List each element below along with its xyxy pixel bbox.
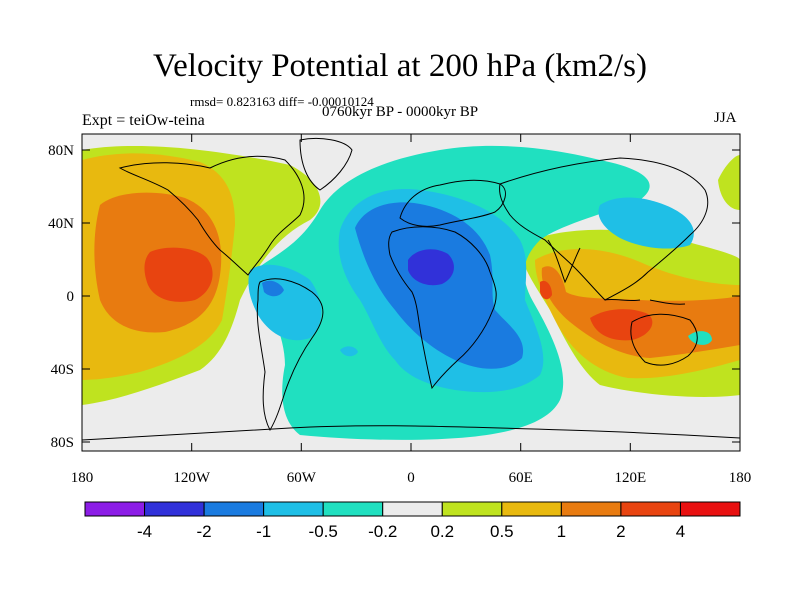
experiment-label: Expt = teiOw-teina [82, 112, 205, 129]
colorbar-swatch [84, 501, 146, 517]
contour-negative-0.2-southindian [688, 331, 712, 345]
contour-negative-1-southamerica [262, 280, 284, 297]
colorbar-label: 1 [557, 522, 566, 541]
lon-tick-label: 60W [287, 470, 317, 486]
colorbar-swatch [203, 501, 265, 517]
colorbar-swatch [144, 501, 205, 517]
lon-tick-label: 120E [614, 470, 646, 486]
colorbar-swatch [382, 501, 443, 517]
season-label: JJA [714, 110, 737, 126]
colorbar-swatch [322, 501, 384, 517]
coast-greenland [299, 137, 353, 191]
colorbar-label: 4 [676, 522, 685, 541]
colorbar: -4 -2 -1 -0.5 -0.2 0.2 0.5 1 2 4 [84, 501, 741, 541]
lat-tick-label: 80N [48, 143, 74, 159]
colorbar-label: -0.2 [368, 522, 397, 541]
coastlines [82, 137, 740, 441]
colorbar-swatch [501, 501, 562, 517]
lon-tick-label: 0 [407, 470, 415, 486]
period-label: 0760kyr BP - 0000kyr BP [322, 104, 479, 120]
coast-asia [499, 157, 709, 301]
colorbar-label: -0.5 [309, 522, 338, 541]
coast-australia [630, 313, 698, 366]
contour-positive-2-india [540, 280, 552, 300]
stats-text: rmsd= 0.823163 diff= -0.00010124 [190, 94, 374, 109]
colorbar-label: -4 [137, 522, 152, 541]
contour-negative-0.5-asia [598, 197, 694, 249]
colorbar-swatch [679, 501, 741, 517]
colorbar-label: 0.2 [430, 522, 454, 541]
contour-negative-2-core [408, 249, 454, 286]
coast-north-america [118, 155, 305, 276]
contour-positive-2-pacific [144, 247, 213, 302]
coast-south-america [256, 278, 324, 432]
lat-tick-label: 80S [51, 435, 74, 451]
colorbar-label: 0.5 [490, 522, 514, 541]
colorbar-swatch [560, 501, 622, 517]
colorbar-label: -2 [197, 522, 212, 541]
lon-tick-label: 120W [173, 470, 211, 486]
contour-negative-0.5-small [340, 346, 358, 357]
colorbar-label: 2 [616, 522, 625, 541]
colorbar-label: -1 [256, 522, 271, 541]
lon-tick-label: 180 [729, 470, 752, 486]
figure-title: Velocity Potential at 200 hPa (km2/s) [152, 48, 648, 84]
lat-tick-label: 0 [67, 289, 75, 305]
lat-tick-label: 40S [51, 362, 74, 378]
coast-indonesia [604, 298, 686, 305]
coast-europe [399, 179, 506, 227]
coast-india [547, 239, 581, 284]
contour-positive-2-australia [590, 309, 653, 341]
contour-negative-1-africa [355, 202, 524, 369]
coast-antarctica [82, 425, 740, 441]
lon-tick-label: 180 [71, 470, 94, 486]
contour-positive-0.2-eastedge [718, 155, 740, 210]
contour-field [82, 134, 740, 451]
colorbar-swatch [620, 501, 681, 517]
coast-africa [388, 226, 497, 390]
lat-tick-label: 40N [48, 216, 74, 232]
axis-ticks: 180 120W 60W 0 60E 120E 180 80N 40N 0 40S 80S [48, 134, 751, 486]
lon-tick-label: 60E [509, 470, 533, 486]
colorbar-swatch [263, 501, 324, 517]
colorbar-swatch [441, 501, 503, 517]
